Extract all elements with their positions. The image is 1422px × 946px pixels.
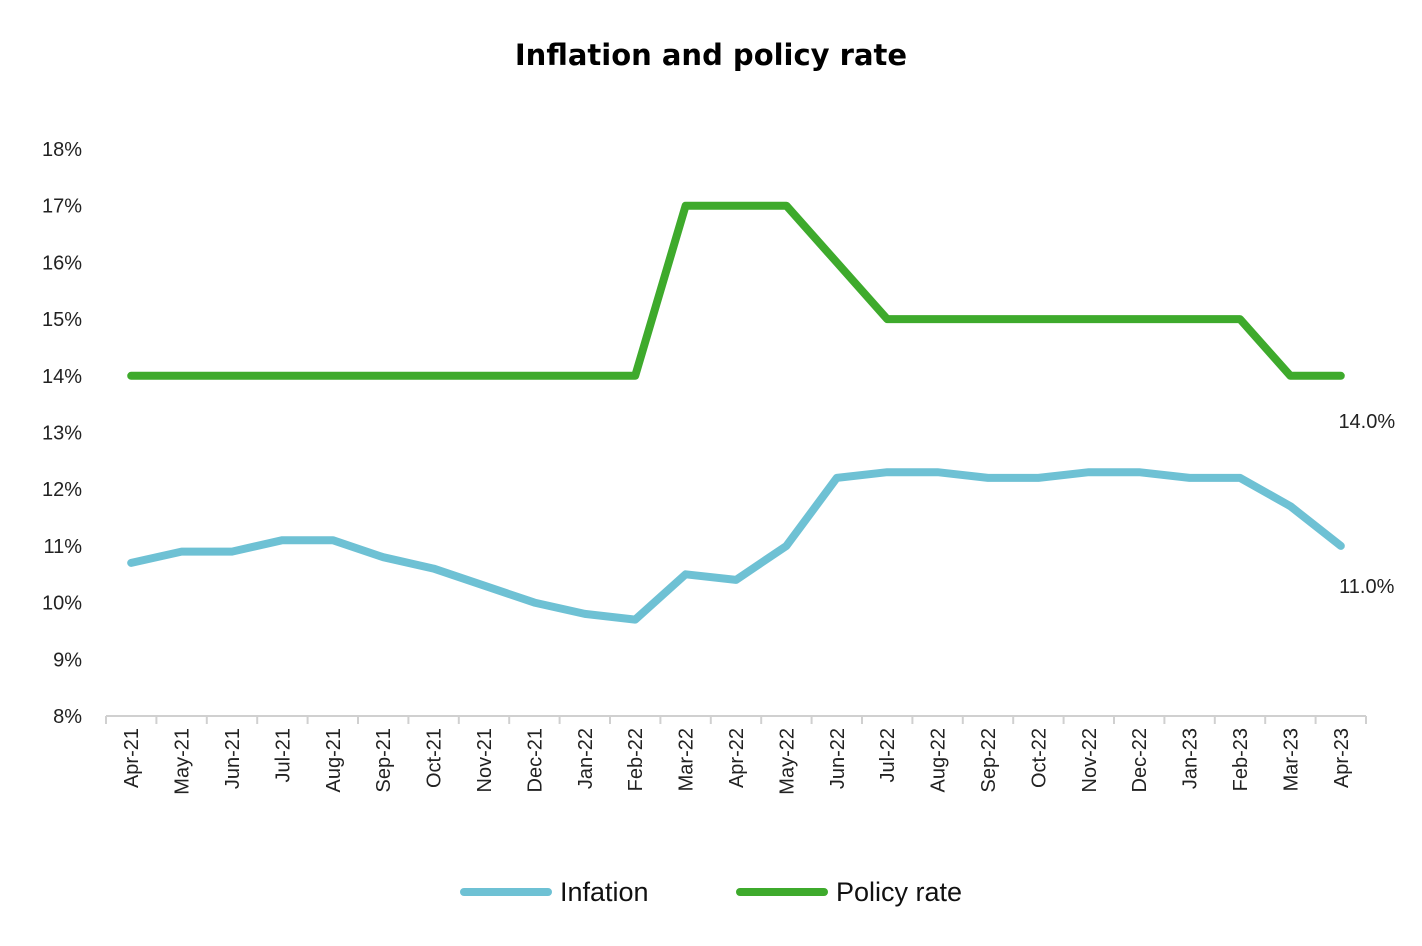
x-tick-label: May-21 [172,728,194,795]
x-tick-label: Feb-22 [625,728,647,791]
x-tick-label: Mar-23 [1280,728,1302,791]
legend-item-policy-rate: Policy rate [736,872,962,912]
y-tick-label: 15% [42,309,82,331]
x-tick-label: Aug-22 [928,728,950,793]
data-label: 14.0% [1338,411,1395,433]
x-tick-label: Apr-21 [121,728,143,788]
x-tick-label: Jan-23 [1180,728,1202,789]
y-tick-label: 12% [42,479,82,501]
legend-label-policy-rate: Policy rate [836,876,963,907]
x-tick-label: May-22 [776,728,798,795]
x-tick-label: Sep-21 [373,728,395,793]
y-tick-label: 17% [42,196,82,218]
x-tick-label: Jul-21 [272,728,294,782]
data-label: 11.0% [1339,576,1394,598]
x-tick-label: Apr-22 [726,728,748,788]
y-tick-label: 16% [42,252,82,274]
x-tick-label: Apr-23 [1331,728,1353,788]
chart-title: Inflation and policy rate [514,38,908,72]
y-tick-label: 9% [53,649,82,671]
x-tick-label: Dec-21 [524,728,546,792]
legend-label-inflation: Infation [560,876,649,907]
legend-swatch-policy-rate [736,888,828,896]
x-tick-label: Feb-23 [1230,728,1252,791]
series-layer [127,201,1345,624]
x-tick-label: Jul-22 [877,728,899,782]
x-tick-label: Oct-21 [424,728,446,788]
x-axis: Apr-21 May-21 Jun-21 Jul-21 Aug-21 Sep-21 Oct-… [105,715,1367,795]
legend-swatch-inflation [460,888,552,896]
legend-item-inflation: Infation [460,872,649,912]
x-tick-label: Oct-22 [1028,728,1050,788]
y-tick-label: 18% [42,139,82,161]
series-line-infation [127,468,1345,624]
x-tick-label: Sep-22 [978,728,1000,793]
y-tick-label: 14% [42,366,82,388]
y-tick-label: 10% [42,593,82,615]
legend: Infation Policy rate [0,872,1422,912]
x-tick-label: Aug-21 [323,728,345,793]
x-tick-label: Dec-22 [1129,728,1151,792]
x-tick-label: Nov-22 [1079,728,1101,792]
y-axis: 8% 9% 10% 11% 12% 13% 14% 15% 16% 17% 18% [42,139,82,728]
x-tick-label: Nov-21 [474,728,496,792]
y-tick-label: 11% [43,536,82,558]
x-tick-label: Jan-22 [575,728,597,789]
x-tick-label: Jun-22 [827,728,849,789]
x-tick-label: Jun-21 [222,728,244,789]
series-line-policy-rate [127,201,1345,380]
y-tick-label: 13% [42,423,82,445]
data-labels: 11.0% 14.0% [1338,411,1395,598]
x-tick-label: Mar-22 [676,728,698,791]
y-tick-label: 8% [53,706,82,728]
